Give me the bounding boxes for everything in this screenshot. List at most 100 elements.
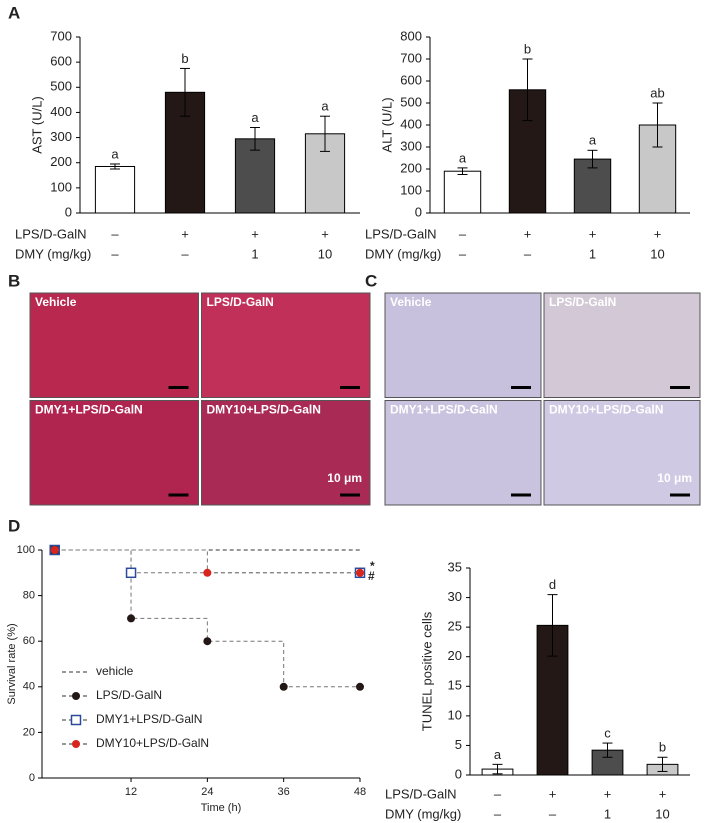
y-tick-label: 400 <box>50 104 72 119</box>
legend-label: LPS/D-GalN <box>96 688 162 702</box>
point <box>127 614 136 623</box>
y-tick-label: 60 <box>23 635 35 647</box>
condition-value: + <box>589 226 597 241</box>
y-tick-label: 20 <box>23 726 35 738</box>
bar <box>94 165 136 214</box>
significance-letter: a <box>589 133 597 148</box>
scale-bar-label: 10 μm <box>657 471 692 485</box>
condition-value: + <box>659 786 667 801</box>
significance-letter: a <box>321 99 329 114</box>
y-tick-label: 400 <box>400 116 422 131</box>
annotation: * <box>370 559 375 573</box>
condition-value: – <box>494 786 502 801</box>
y-tick-label: 200 <box>400 160 422 175</box>
condition-value: 1 <box>604 806 611 821</box>
significance-letter: ab <box>650 85 664 100</box>
micrograph <box>384 400 542 506</box>
condition-value: + <box>181 226 189 241</box>
significance-letter: b <box>181 51 188 66</box>
point <box>50 546 59 554</box>
legend-marker <box>72 692 80 700</box>
x-axis-label: Time (h) <box>201 802 242 814</box>
legend-marker <box>72 740 80 748</box>
condition-value: – <box>524 246 532 261</box>
micrograph-label: DMY10+LPS/D-GalN <box>549 403 663 417</box>
condition-value: – <box>181 246 189 261</box>
y-tick-label: 100 <box>17 544 35 556</box>
y-tick-label: 500 <box>50 79 72 94</box>
condition-value: 10 <box>318 246 332 261</box>
condition-label: LPS/D-GalN <box>385 786 457 801</box>
y-tick-label: 300 <box>400 138 422 153</box>
point <box>356 682 364 691</box>
scale-bar-label: 10 μm <box>327 471 362 485</box>
x-tick-label: 48 <box>354 786 366 798</box>
condition-value: + <box>549 786 557 801</box>
micrograph <box>543 292 701 398</box>
condition-label: DMY (mg/kg) <box>15 246 91 261</box>
y-axis-label: ALT (U/L) <box>379 97 394 152</box>
condition-value: + <box>524 226 532 241</box>
condition-value: + <box>654 226 662 241</box>
legend-label: DMY1+LPS/D-GalN <box>96 712 202 726</box>
y-tick-label: 40 <box>23 681 35 693</box>
condition-value: – <box>549 806 557 821</box>
point <box>203 637 212 646</box>
y-tick-label: 15 <box>448 678 462 693</box>
micrograph-label: DMY1+LPS/D-GalN <box>390 403 498 417</box>
panel-label: D <box>8 516 20 535</box>
micrograph-label: DMY1+LPS/D-GalN <box>35 403 143 417</box>
y-tick-label: 500 <box>400 94 422 109</box>
y-tick-label: 0 <box>455 766 462 781</box>
significance-letter: b <box>659 740 666 755</box>
condition-value: – <box>111 226 119 241</box>
condition-label: DMY (mg/kg) <box>365 246 441 261</box>
series-line <box>54 549 360 574</box>
condition-value: 1 <box>251 246 258 261</box>
condition-value: + <box>604 786 612 801</box>
y-tick-label: 0 <box>415 204 422 219</box>
y-axis-label: Survival rate (%) <box>6 623 18 704</box>
condition-value: – <box>459 246 467 261</box>
micrograph <box>29 292 199 398</box>
y-tick-label: 5 <box>455 737 462 752</box>
y-tick-label: 30 <box>448 589 462 604</box>
bar <box>234 138 276 214</box>
significance-letter: a <box>111 146 119 161</box>
significance-letter: c <box>604 726 611 741</box>
micrograph-label: Vehicle <box>390 295 432 309</box>
y-tick-label: 200 <box>50 154 72 169</box>
micrograph <box>201 400 371 506</box>
y-tick-label: 20 <box>448 648 462 663</box>
panel-label: A <box>8 3 20 22</box>
annotation: # <box>368 569 375 583</box>
micrograph-label: DMY10+LPS/D-GalN <box>207 403 321 417</box>
significance-letter: a <box>494 747 502 762</box>
x-tick-label: 12 <box>125 786 137 798</box>
y-tick-label: 600 <box>50 54 72 69</box>
point <box>279 682 288 691</box>
condition-value: – <box>459 226 467 241</box>
y-axis-label: AST (U/L) <box>29 96 44 154</box>
significance-letter: a <box>251 110 259 125</box>
micrograph <box>29 400 199 506</box>
y-tick-label: 100 <box>50 179 72 194</box>
condition-label: LPS/D-GalN <box>365 226 437 241</box>
y-tick-label: 25 <box>448 619 462 634</box>
y-tick-label: 0 <box>29 772 35 784</box>
point <box>203 568 212 577</box>
y-tick-label: 600 <box>400 72 422 87</box>
x-tick-label: 36 <box>278 786 290 798</box>
y-tick-label: 700 <box>50 28 72 43</box>
micrograph <box>384 292 542 398</box>
significance-letter: b <box>524 41 531 56</box>
point <box>356 568 364 577</box>
micrograph-label: LPS/D-GalN <box>549 295 616 309</box>
micrograph <box>543 400 701 506</box>
condition-label: LPS/D-GalN <box>15 226 87 241</box>
legend-label: DMY10+LPS/D-GalN <box>96 736 209 750</box>
x-tick-label: 24 <box>201 786 213 798</box>
y-tick-label: 0 <box>65 204 72 219</box>
legend-label: vehicle <box>96 664 134 678</box>
y-axis-label: TUNEL positive cells <box>419 611 434 731</box>
